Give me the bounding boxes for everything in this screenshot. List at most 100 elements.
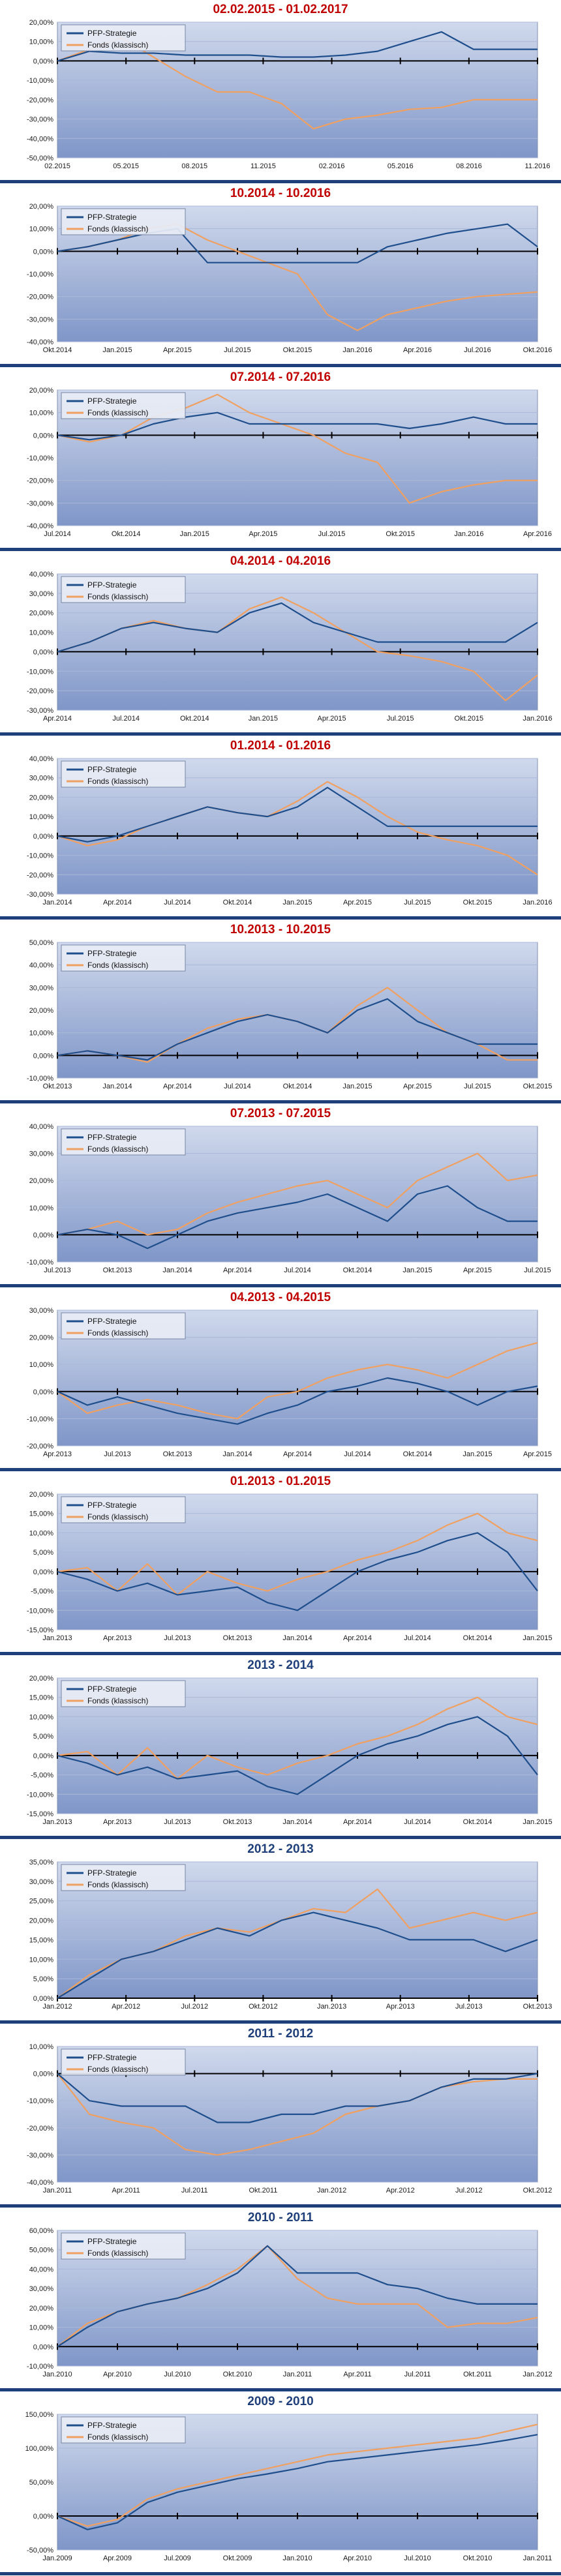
chart-panel: 01.2014 - 01.2016 40,00% 30,00% 20,00% 10,00…: [0, 736, 561, 920]
y-tick-label: 10,00%: [29, 1361, 54, 1369]
x-tick-label: Jul.2014: [404, 1634, 431, 1642]
y-tick-label: 0,00%: [33, 1231, 53, 1239]
chart-panel: 2009 - 2010 150,00% 100,00% 50,00% 0,00% -50,…: [0, 2392, 561, 2576]
series-line-pfp-strategie: [57, 1532, 538, 1611]
legend: PFP-Strategie Fonds (klassisch): [61, 576, 186, 603]
x-tick-label: Okt.2015: [523, 1083, 553, 1090]
y-tick-label: 20,00%: [29, 19, 54, 27]
legend-box: [61, 1128, 186, 1156]
series-line-pfp-strategie: [57, 31, 538, 62]
chart-panel: 07.2013 - 07.2015 40,00% 30,00% 20,00% 10,00…: [0, 1104, 561, 1288]
y-tick-label: 30,00%: [29, 1307, 54, 1315]
chart-panel: 10.2014 - 10.2016 20,00% 10,00% 0,00% -10,00…: [0, 184, 561, 368]
chart-title: 07.2014 - 07.2016: [230, 370, 331, 384]
chart-title: 01.2014 - 01.2016: [230, 739, 331, 753]
y-tick-label: 40,00%: [29, 962, 54, 970]
section-divider: [0, 2572, 561, 2575]
legend-label: Fonds (klassisch): [87, 2433, 148, 2442]
x-tick-label: Jan.2014: [282, 1634, 312, 1642]
chart-svg: 60,00% 50,00% 40,00% 30,00% 20,00% 10,00% 0,00…: [27, 2227, 553, 2378]
y-tick-label: 20,00%: [29, 1917, 54, 1925]
y-tick-label: 20,00%: [29, 1177, 54, 1185]
y-tick-label: 0,00%: [33, 1752, 53, 1760]
x-tick-label: Jul.2015: [387, 715, 414, 723]
x-tick-label: Okt.2015: [463, 899, 493, 906]
x-tick-label: Jul.2011: [404, 2371, 431, 2378]
legend-label: Fonds (klassisch): [87, 1145, 148, 1154]
x-tick-label: Jan.2015: [523, 1634, 552, 1642]
x-tick-label: Apr.2012: [386, 2187, 415, 2194]
legend: PFP-Strategie Fonds (klassisch): [61, 1496, 186, 1523]
y-tick-label: -40,00%: [27, 2179, 53, 2187]
y-tick-label: 15,00%: [29, 1936, 54, 1944]
legend-box: [61, 2048, 186, 2076]
legend-box: [61, 2416, 186, 2444]
x-tick-label: Jan.2014: [102, 1083, 132, 1090]
x-tick-label: Okt.2013: [523, 2003, 553, 2011]
y-tick-label: 0,00%: [33, 1388, 53, 1396]
legend-label: PFP-Strategie: [87, 1133, 137, 1142]
x-tick-label: Apr.2013: [386, 2003, 415, 2011]
chart-svg: 20,00% 10,00% 0,00% -10,00% -20,00% -30,00% -4…: [27, 387, 552, 538]
x-tick-label: Jan.2011: [43, 2187, 72, 2194]
x-tick-label: 02.2015: [44, 162, 70, 170]
x-tick-label: Jul.2013: [164, 1818, 191, 1826]
chart-panel: 02.02.2015 - 01.02.2017 20,00% 10,00% 0,00%…: [0, 0, 561, 184]
chart-svg: 30,00%20,00%10,00%0,00%-10,00%-20,00%Apr…: [27, 1307, 552, 1458]
series-line-fonds: [57, 2073, 538, 2156]
y-tick-label: -30,00%: [27, 316, 53, 323]
x-tick-label: 08.2015: [181, 162, 207, 170]
x-tick-label: Okt.2014: [112, 530, 141, 538]
x-tick-label: Jan.2015: [102, 346, 132, 354]
section-divider: [0, 1652, 561, 1655]
chart-panel: 04.2014 - 04.2016 40,00% 30,00% 20,00% 10,00…: [0, 552, 561, 736]
legend: PFP-Strategie Fonds (klassisch): [61, 2232, 186, 2260]
x-tick-label: Jul.2013: [104, 1450, 131, 1458]
legend: PFP-Strategie Fonds (klassisch): [61, 944, 186, 972]
x-tick-label: Jul.2015: [224, 346, 251, 354]
y-tick-label: 5,00%: [33, 1975, 53, 1983]
legend: PFP-Strategie Fonds (klassisch): [61, 24, 186, 52]
y-tick-label: 40,00%: [29, 2266, 54, 2273]
x-tick-label: Apr.2014: [283, 1450, 312, 1458]
y-tick-label: 10,00%: [29, 1956, 54, 1964]
y-tick-label: -10,00%: [27, 2363, 53, 2371]
x-tick-label: Apr.2013: [103, 1634, 132, 1642]
x-tick-label: Apr.2014: [163, 1083, 192, 1090]
x-tick-label: Okt.2011: [463, 2371, 492, 2378]
x-tick-label: Jul.2015: [318, 530, 346, 538]
x-tick-label: Jan.2011: [283, 2371, 312, 2378]
chart-panel: 07.2014 - 07.2016 20,00% 10,00% 0,00% -10,00…: [0, 368, 561, 552]
y-tick-label: 0,00%: [33, 2513, 53, 2521]
legend-label: Fonds (klassisch): [87, 2065, 148, 2074]
chart-title: 04.2013 - 04.2015: [230, 1291, 331, 1304]
y-tick-label: 0,00%: [33, 833, 53, 841]
x-tick-label: Okt.2009: [223, 2554, 252, 2562]
x-tick-label: Jan.2014: [282, 1818, 312, 1826]
y-tick-label: 10,00%: [29, 410, 54, 417]
y-tick-label: 20,00%: [29, 610, 54, 618]
y-tick-label: 0,00%: [33, 1052, 53, 1060]
y-tick-label: 0,00%: [33, 248, 53, 256]
legend-label: PFP-Strategie: [87, 580, 137, 590]
y-tick-label: -50,00%: [27, 2547, 53, 2554]
legend-box: [61, 2232, 186, 2260]
series-line-pfp-strategie: [57, 998, 538, 1061]
x-tick-label: Okt.2013: [163, 1450, 192, 1458]
chart-panel: 04.2013 - 04.2015 30,00% 20,00% 10,00% 0,00%…: [0, 1288, 561, 1472]
y-tick-label: 20,00%: [29, 1491, 54, 1499]
y-tick-label: -20,00%: [27, 97, 53, 104]
legend-label: Fonds (klassisch): [87, 1328, 148, 1338]
chart-title: 2010 - 2011: [247, 2211, 314, 2224]
y-tick-label: 15,00%: [29, 1510, 54, 1518]
y-tick-label: -5,00%: [31, 1588, 53, 1596]
chart-title: 01.2013 - 01.2015: [230, 1475, 331, 1488]
chart-svg: 50,00% 40,00% 30,00% 20,00% 10,00% 0,00% -10,0…: [27, 939, 553, 1090]
x-tick-label: Okt.2013: [223, 1634, 252, 1642]
x-tick-label: Okt.2016: [523, 346, 553, 354]
chart-title: 2009 - 2010: [247, 2395, 314, 2408]
x-tick-label: Jan.2015: [180, 530, 209, 538]
y-tick-label: -10,00%: [27, 1415, 53, 1423]
series-line-pfp-strategie: [57, 1911, 538, 1999]
x-tick-label: Jul.2015: [404, 899, 431, 906]
